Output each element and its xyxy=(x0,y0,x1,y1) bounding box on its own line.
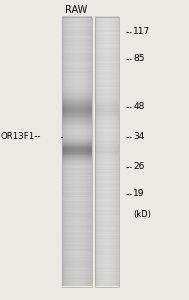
Bar xyxy=(62,16,92,286)
Text: 117: 117 xyxy=(133,27,150,36)
Text: 48: 48 xyxy=(133,102,145,111)
Text: 85: 85 xyxy=(133,54,145,63)
Text: (kD): (kD) xyxy=(133,210,151,219)
Text: RAW: RAW xyxy=(65,4,88,15)
Text: OR13F1--: OR13F1-- xyxy=(1,132,41,141)
Text: 34: 34 xyxy=(133,132,145,141)
Text: 26: 26 xyxy=(133,162,145,171)
Text: 19: 19 xyxy=(133,189,145,198)
Bar xyxy=(95,16,119,286)
